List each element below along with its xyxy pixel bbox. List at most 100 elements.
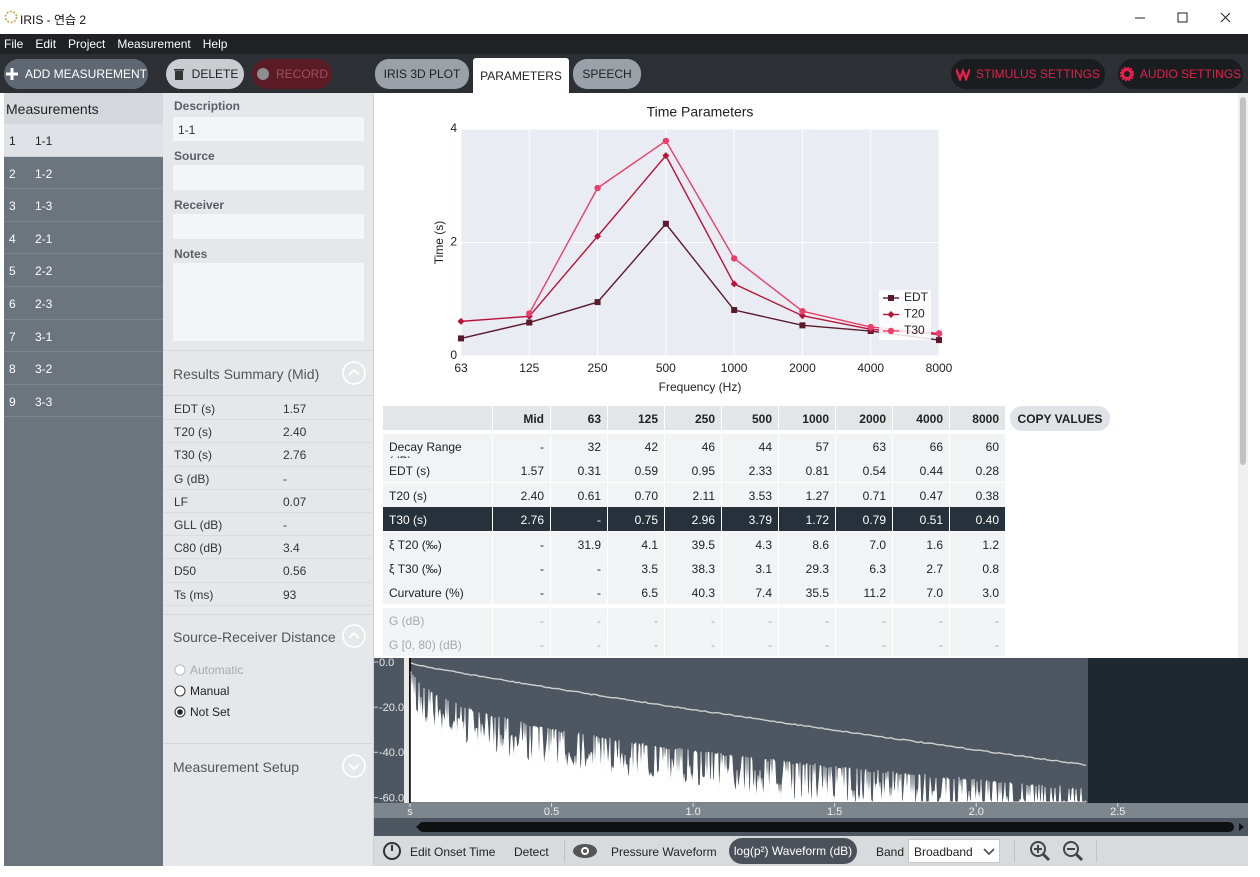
measurement-row[interactable]: 4 2-1 — [4, 222, 163, 255]
record-button-icon[interactable] — [256, 67, 270, 81]
audio-settings-button-icon[interactable] — [1119, 67, 1134, 81]
delete-button-label[interactable]: DELETE — [191, 67, 239, 81]
field-input[interactable]: 1-1 — [173, 117, 364, 141]
measurement-index[interactable]: 3 — [9, 199, 16, 214]
measurement-index[interactable]: 5 — [9, 264, 16, 279]
delete-button[interactable]: DELETE — [166, 59, 244, 89]
zoom-in-button[interactable] — [1029, 840, 1051, 862]
radio-button[interactable] — [174, 706, 186, 718]
band-value[interactable]: Broadband — [914, 845, 973, 859]
measurement-index[interactable]: 1 — [9, 134, 16, 148]
pressure-icon-part[interactable] — [583, 849, 587, 853]
stimulus-settings-button-label[interactable]: STIMULUS SETTINGS — [975, 67, 1100, 81]
section-toggle-part[interactable] — [348, 631, 360, 639]
zoom-in-button-part[interactable] — [1041, 852, 1051, 862]
scrollbar-thumb[interactable] — [1240, 97, 1246, 465]
measurement-index[interactable]: 4 — [9, 231, 16, 246]
measurement-row[interactable]: 5 2-2 — [4, 254, 163, 287]
tab-label[interactable]: PARAMETERS — [480, 68, 562, 83]
stimulus-settings-button-icon[interactable] — [955, 67, 970, 81]
field-value[interactable]: 1-1 — [178, 123, 196, 137]
pressure-icon[interactable] — [572, 842, 598, 860]
select-chevron[interactable] — [983, 847, 995, 857]
tab-label[interactable]: IRIS 3D PLOT — [383, 67, 461, 81]
measurement-row[interactable]: 8 3-2 — [4, 352, 163, 385]
menu-item[interactable]: Project — [68, 37, 106, 51]
measurement-index[interactable]: 8 — [9, 362, 16, 377]
tab[interactable]: SPEECH — [573, 59, 641, 89]
section-toggle[interactable] — [342, 624, 366, 648]
tab[interactable]: IRIS 3D PLOT — [375, 59, 469, 89]
zoom-in-button-part[interactable] — [1030, 841, 1046, 857]
measurement-row[interactable]: 9 3-3 — [4, 385, 163, 418]
measurement-name[interactable]: 3-1 — [35, 329, 53, 344]
measurement-row[interactable]: 7 3-1 — [4, 320, 163, 353]
zoom-out-button-part[interactable] — [1074, 852, 1084, 862]
measurement-name[interactable]: 2-3 — [35, 297, 53, 311]
measurement-index[interactable]: 6 — [9, 297, 16, 311]
close-icon[interactable] — [1220, 12, 1231, 23]
audio-settings-button[interactable]: AUDIO SETTINGS — [1118, 59, 1243, 89]
delete-button-icon-part[interactable] — [173, 69, 184, 71]
measurement-row[interactable]: 1 1-1 — [4, 124, 163, 157]
radio-option[interactable]: Not Set — [174, 703, 324, 721]
section-toggle-part[interactable] — [342, 754, 366, 778]
section-toggle-part[interactable] — [342, 361, 366, 385]
measurement-name[interactable]: 3-3 — [35, 394, 53, 409]
radio-button[interactable] — [174, 685, 186, 697]
add-measurement-button-icon-part[interactable] — [5, 68, 18, 80]
menu-item[interactable]: Help — [202, 37, 228, 51]
field-input[interactable] — [173, 214, 364, 239]
audio-settings-button-icon-part[interactable] — [1120, 68, 1133, 80]
select-chevron-part[interactable] — [983, 848, 995, 856]
maximize-icon[interactable] — [1177, 12, 1188, 23]
add-measurement-button-icon[interactable] — [5, 67, 19, 81]
copy-values-label[interactable]: COPY VALUES — [1017, 411, 1103, 426]
menu-item[interactable]: Measurement — [117, 37, 191, 51]
record-button[interactable]: RECORD — [252, 59, 332, 89]
copy-values-button[interactable]: COPY VALUES — [1010, 406, 1110, 431]
scroll-right[interactable] — [1239, 823, 1244, 831]
delete-button-icon-part[interactable] — [174, 71, 183, 80]
tab-label[interactable]: SPEECH — [582, 67, 632, 81]
radio-button-part[interactable] — [177, 709, 183, 715]
section-toggle-part[interactable] — [348, 368, 360, 376]
measurement-row[interactable]: 3 1-3 — [4, 189, 163, 222]
section-toggle-part[interactable] — [342, 624, 366, 648]
add-measurement-button-label[interactable]: ADD MEASUREMENT — [24, 67, 147, 81]
detect-button[interactable]: Detect — [514, 845, 549, 859]
stimulus-settings-button-icon-part[interactable] — [955, 67, 970, 81]
scroll-left[interactable] — [416, 823, 421, 831]
add-measurement-button[interactable]: ADD MEASUREMENT — [4, 59, 148, 89]
window-controls[interactable] — [1125, 8, 1240, 28]
log-waveform-label[interactable]: log(p²) Waveform (dB) — [733, 844, 853, 858]
measurement-row[interactable]: 2 1-2 — [4, 157, 163, 190]
measurement-index[interactable]: 2 — [9, 166, 16, 181]
measurement-index[interactable]: 7 — [9, 329, 16, 344]
measurement-name[interactable]: 1-3 — [35, 199, 53, 214]
horizontal-scrollbar[interactable] — [418, 822, 1234, 832]
section-toggle-part[interactable] — [348, 763, 360, 771]
pressure-waveform-button[interactable]: Pressure Waveform — [611, 845, 717, 859]
stimulus-settings-button[interactable]: STIMULUS SETTINGS — [951, 59, 1105, 89]
measurement-index[interactable]: 9 — [9, 394, 16, 409]
field-input[interactable] — [173, 263, 364, 341]
radio-option[interactable]: Manual — [174, 682, 324, 700]
radio-button-part[interactable] — [174, 685, 186, 697]
band-select[interactable]: Broadband — [908, 839, 1000, 863]
audio-settings-button-label[interactable]: AUDIO SETTINGS — [1139, 67, 1242, 81]
menu-item[interactable]: File — [4, 37, 24, 51]
measurement-row[interactable]: 6 2-3 — [4, 287, 163, 320]
measurement-name[interactable]: 1-1 — [35, 134, 53, 148]
onset-icon[interactable] — [382, 841, 402, 861]
edit-onset-button[interactable]: Edit Onset Time — [410, 845, 496, 859]
log-waveform-button[interactable]: log(p²) Waveform (dB) — [729, 838, 857, 864]
delete-button-icon[interactable] — [172, 67, 186, 81]
zoom-out-button-part[interactable] — [1063, 841, 1079, 857]
record-button-label[interactable]: RECORD — [275, 67, 328, 81]
field-input[interactable] — [173, 165, 364, 190]
radio-label[interactable]: Not Set — [190, 705, 231, 719]
zoom-out-button[interactable] — [1062, 840, 1084, 862]
measurement-name[interactable]: 2-2 — [35, 264, 53, 279]
measurement-name[interactable]: 2-1 — [35, 231, 53, 246]
